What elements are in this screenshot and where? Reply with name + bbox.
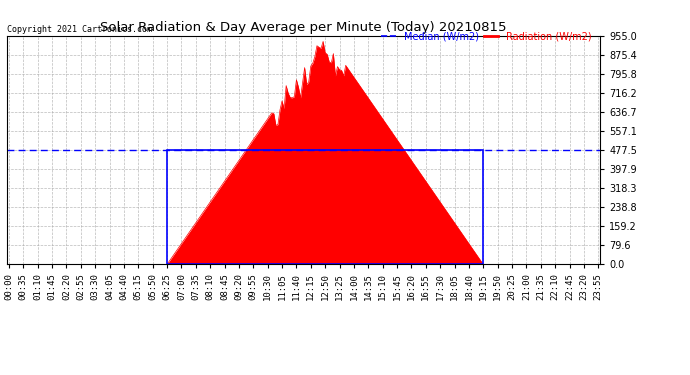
- Legend: Median (W/m2), Radiation (W/m2): Median (W/m2), Radiation (W/m2): [377, 28, 595, 46]
- Title: Solar Radiation & Day Average per Minute (Today) 20210815: Solar Radiation & Day Average per Minute…: [100, 21, 507, 34]
- Text: Copyright 2021 Cartronics.com: Copyright 2021 Cartronics.com: [7, 26, 152, 34]
- Bar: [167, 150, 483, 264]
